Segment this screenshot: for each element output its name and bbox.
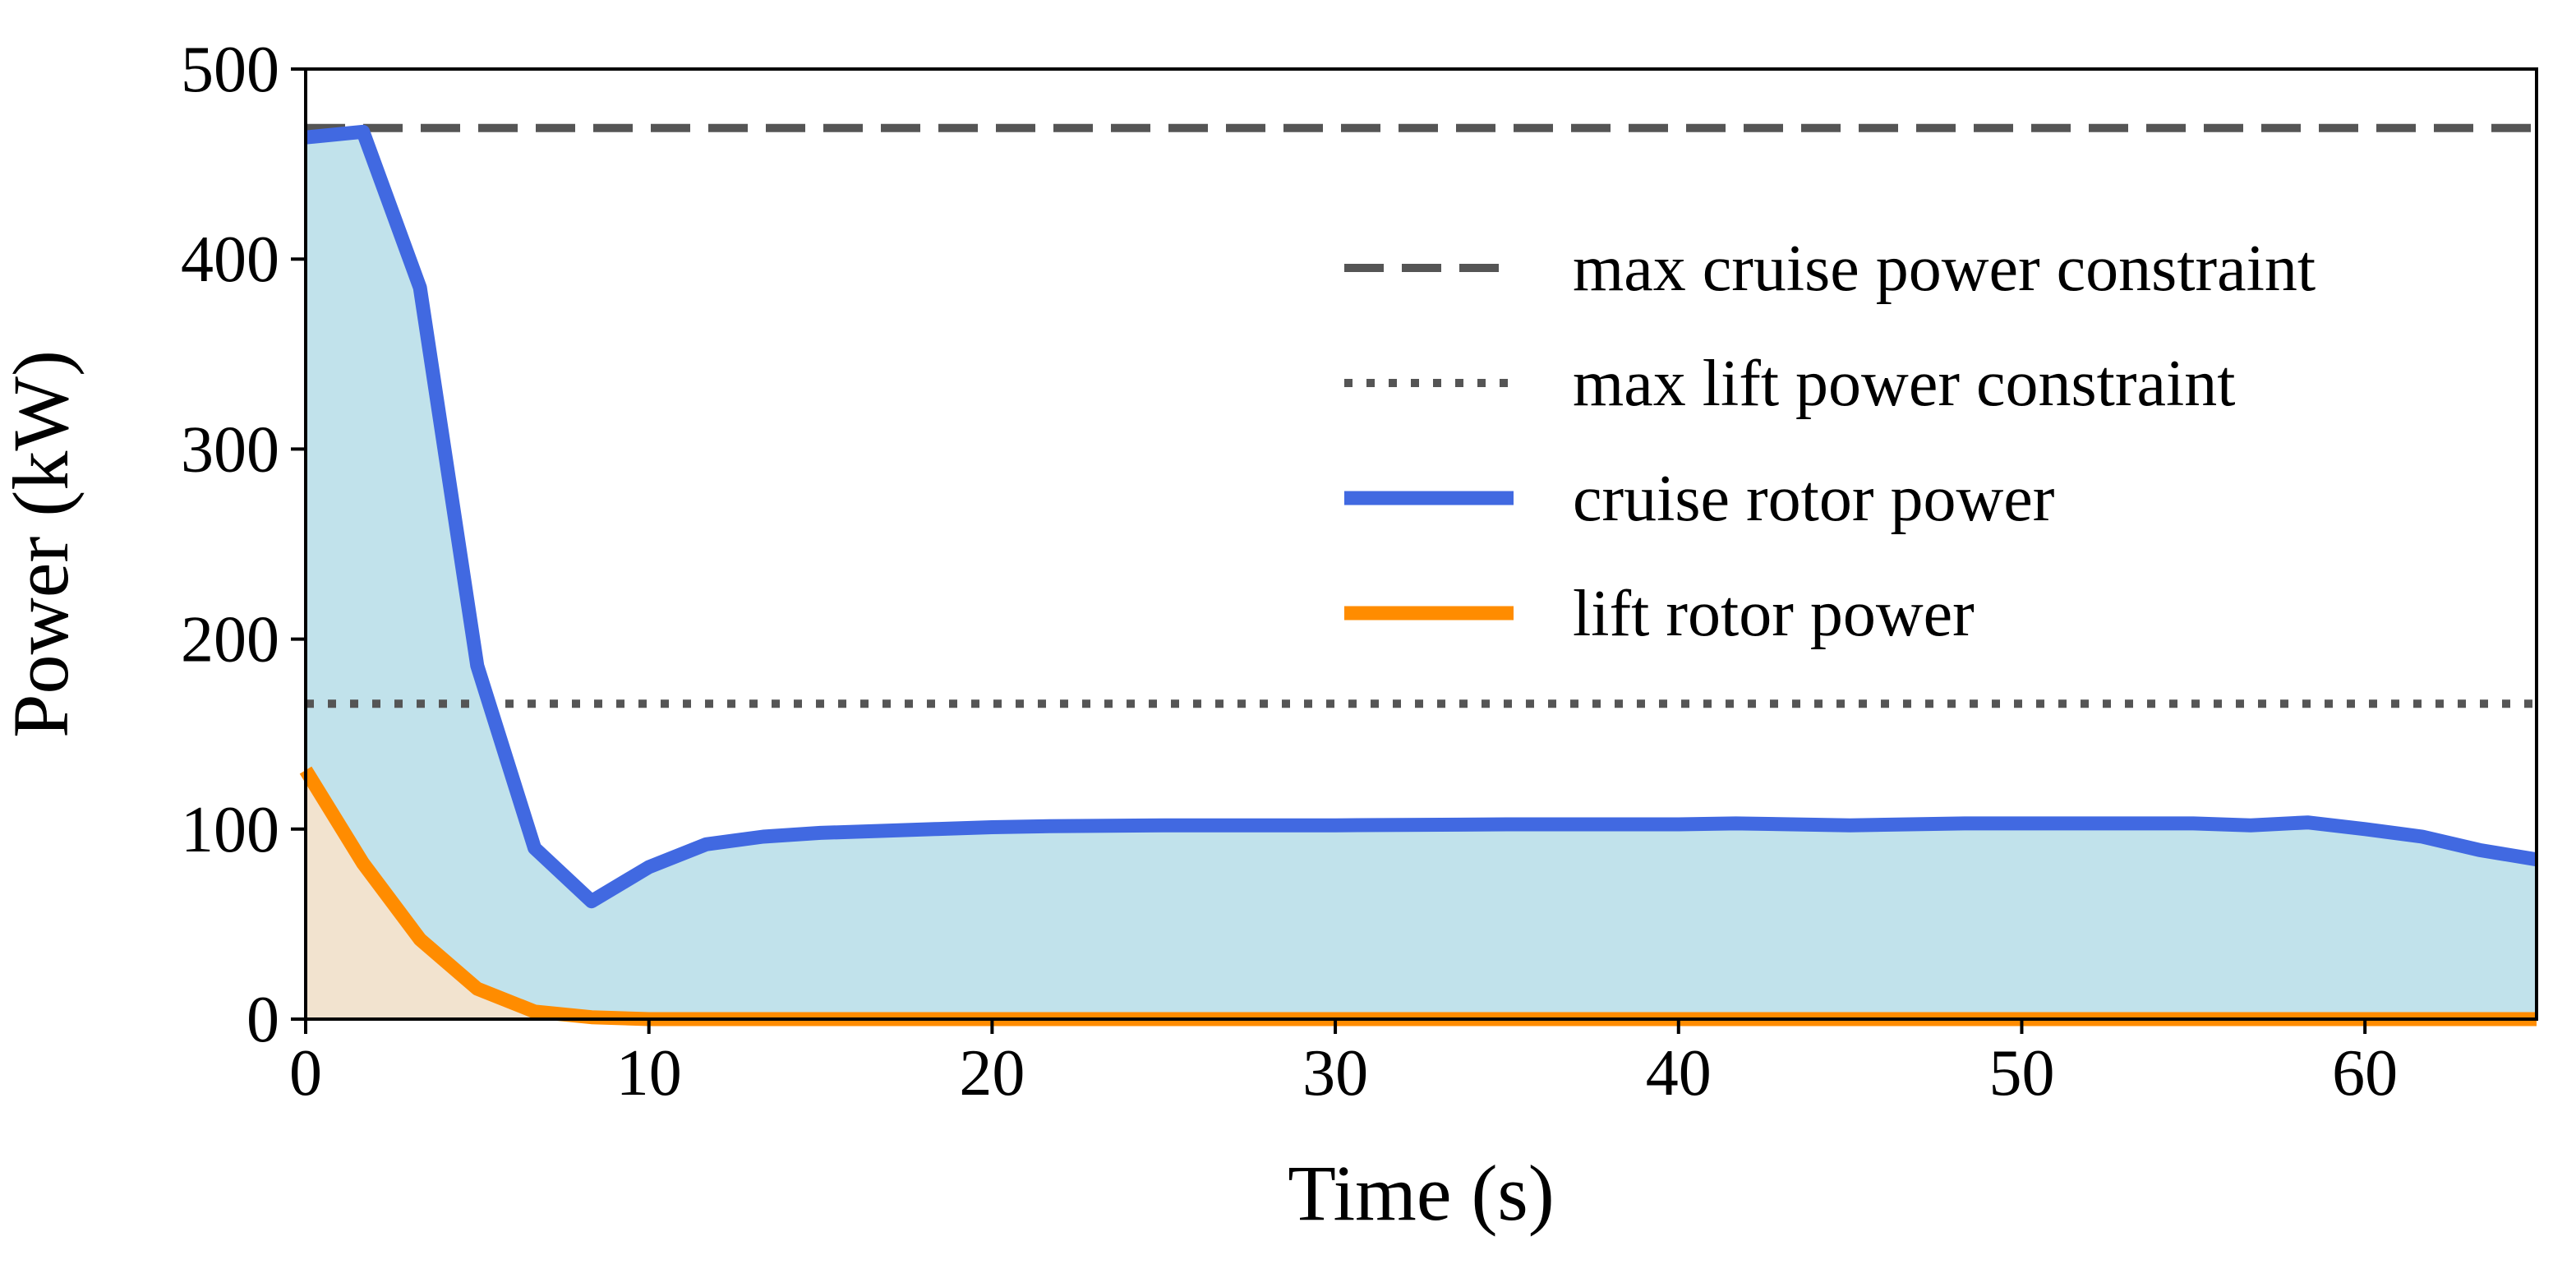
y-tick-label: 500 [181,34,279,106]
cruise-rotor-power-line [305,124,2538,909]
area-fills [306,131,2537,1019]
x-axis-label: Time (s) [1288,1149,1555,1237]
y-axis-label: Power (kW) [0,350,85,738]
y-tick-label: 300 [181,413,279,486]
legend: max cruise power constraint max lift powe… [1344,233,2316,650]
x-axis-ticks: 0 10 20 30 40 50 60 [289,1019,2398,1110]
x-tick-label: 60 [2332,1037,2398,1110]
y-tick-label: 100 [181,794,279,866]
x-tick-label: 50 [1988,1037,2054,1110]
legend-label-max-lift-power-constraint: max lift power constraint [1573,348,2235,420]
legend-label-cruise-rotor-power: cruise rotor power [1573,463,2054,535]
y-tick-label: 0 [247,984,279,1056]
x-tick-label: 20 [959,1037,1025,1110]
x-tick-label: 10 [616,1037,682,1110]
legend-label-max-cruise-power-constraint: max cruise power constraint [1573,233,2316,305]
x-tick-label: 40 [1646,1037,1712,1110]
cruise-rotor-power-fill [306,131,2537,1019]
legend-label-lift-rotor-power: lift rotor power [1573,578,1975,650]
x-tick-label: 0 [289,1037,322,1110]
x-tick-label: 30 [1302,1037,1368,1110]
y-tick-label: 400 [181,224,279,296]
plot-area-frame [304,67,2538,1021]
y-axis-ticks: 0 100 200 300 400 500 [181,34,306,1056]
y-tick-label: 200 [181,604,279,676]
